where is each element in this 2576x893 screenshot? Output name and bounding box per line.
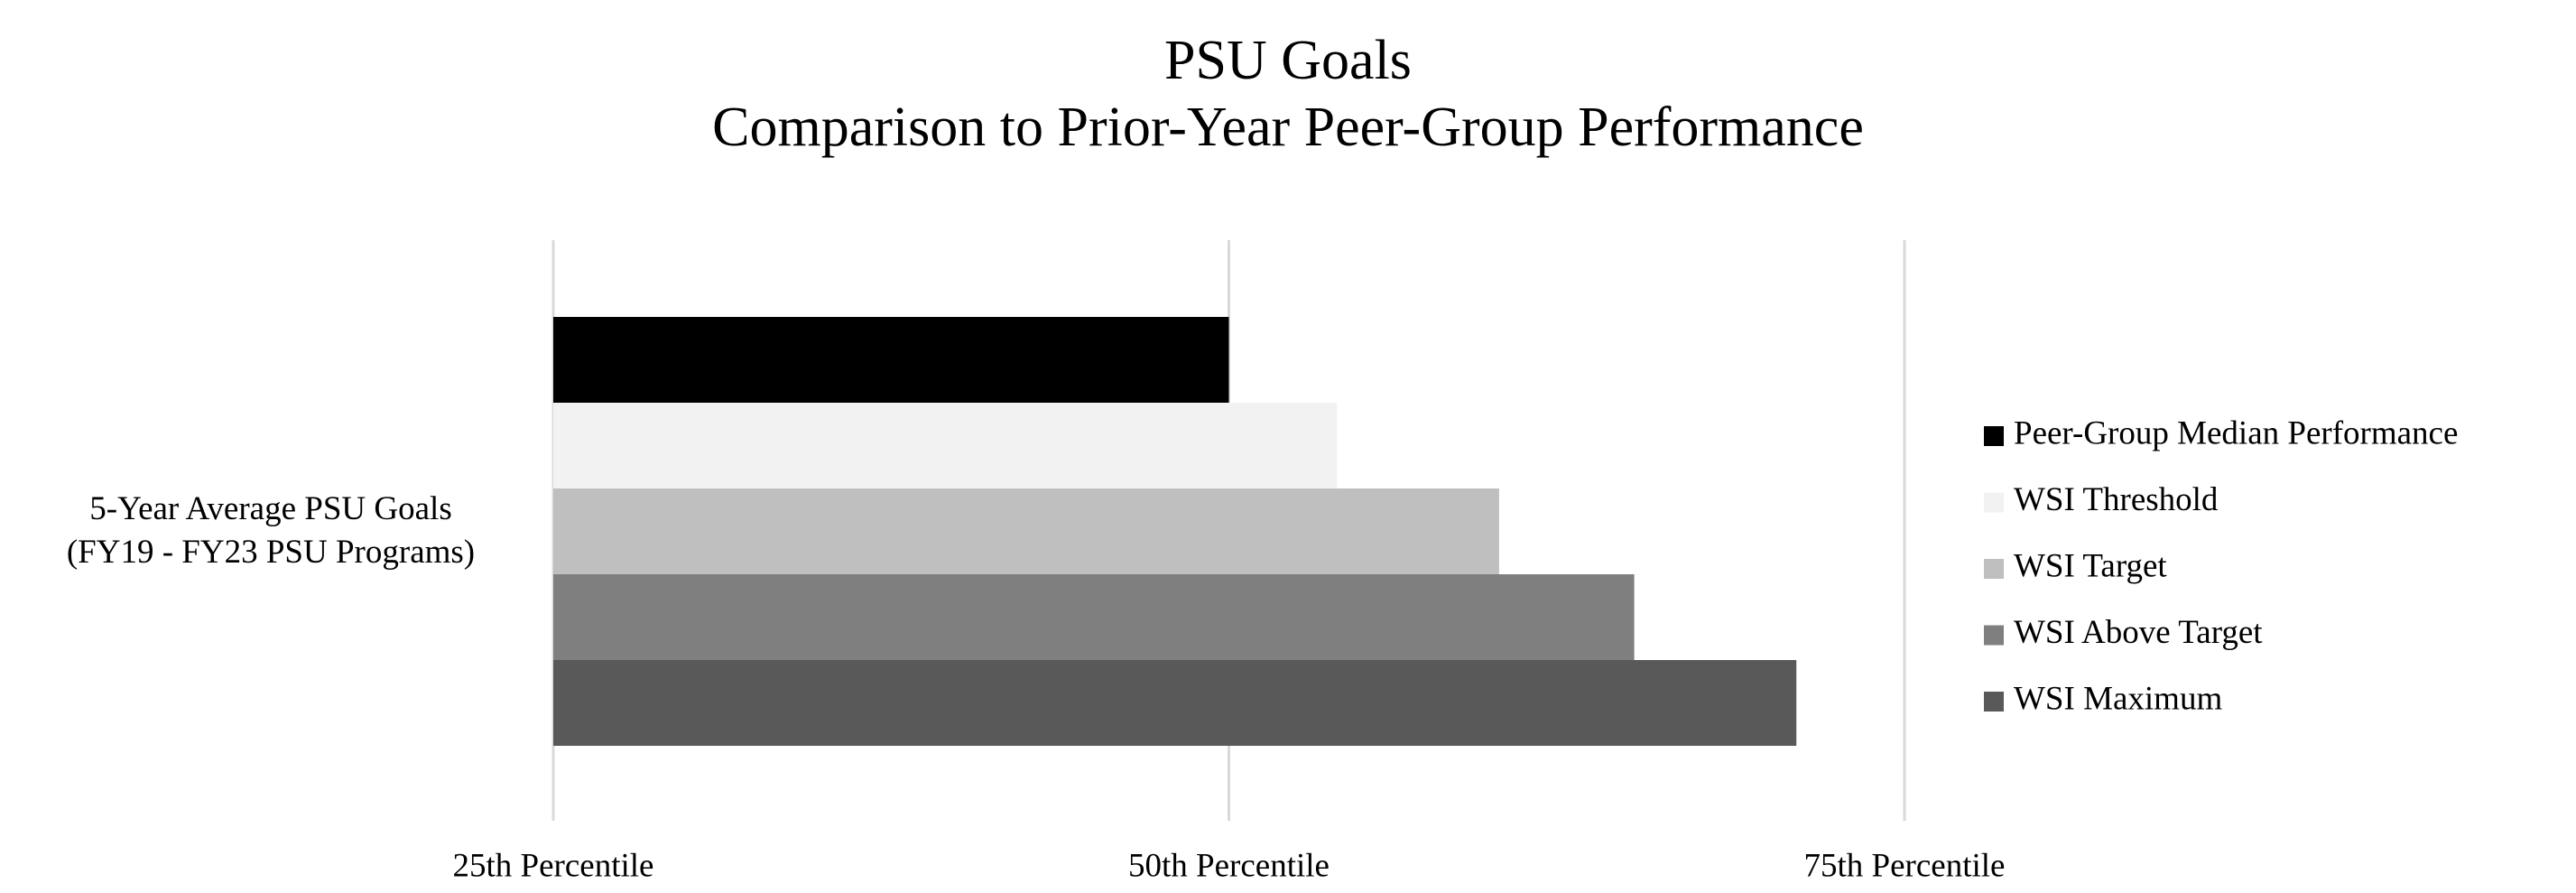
- legend-label: WSI Target: [2014, 547, 2167, 584]
- bar: [553, 403, 1338, 488]
- legend-swatch: [1984, 692, 2004, 712]
- bar: [553, 574, 1635, 660]
- bar: [553, 317, 1229, 403]
- chart-subtitle: Comparison to Prior-Year Peer-Group Perf…: [712, 97, 1864, 158]
- x-tick-label: 75th Percentile: [1804, 847, 2006, 884]
- x-tick-label: 50th Percentile: [1128, 847, 1330, 884]
- legend-label: Peer-Group Median Performance: [2014, 414, 2458, 451]
- legend-label: WSI Threshold: [2014, 481, 2219, 518]
- bar: [553, 488, 1499, 574]
- chart-title: PSU Goals: [1164, 30, 1412, 91]
- bar: [553, 660, 1797, 746]
- legend-swatch: [1984, 492, 2004, 513]
- legend-swatch: [1984, 426, 2004, 446]
- legend-label: WSI Maximum: [2014, 680, 2222, 717]
- x-tick-label: 25th Percentile: [453, 847, 654, 884]
- legend-label: WSI Above Target: [2014, 614, 2263, 651]
- legend-swatch: [1984, 625, 2004, 646]
- category-label: 5-Year Average PSU Goals (FY19 - FY23 PS…: [66, 490, 476, 571]
- legend-swatch: [1984, 559, 2004, 579]
